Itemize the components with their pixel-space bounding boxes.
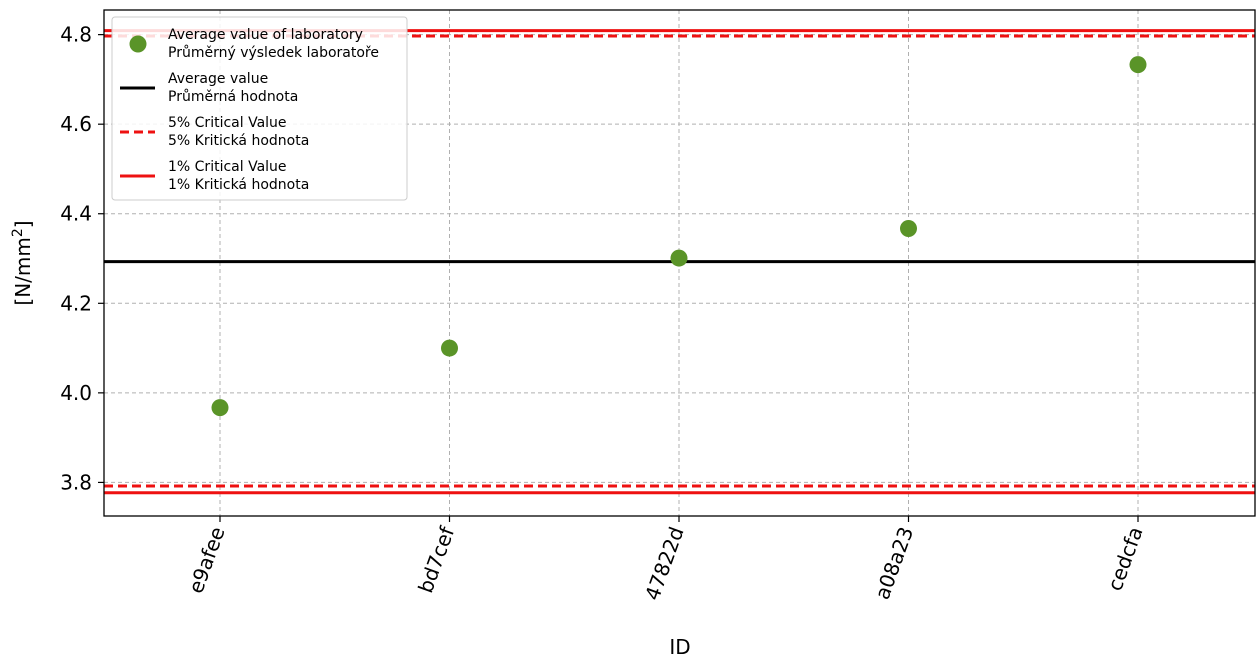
legend: Average value of laboratory Průměrný výsl… — [111, 16, 408, 201]
y-tick-label: 4.4 — [60, 202, 92, 226]
legend-label-en: 1% Critical Value — [168, 159, 287, 175]
data-point-e9afee — [211, 399, 229, 417]
legend-box — [111, 16, 408, 201]
legend-entry: 5% Critical Value 5% Kritická hodnota — [120, 115, 309, 149]
legend-label-cz: 1% Kritická hodnota — [168, 177, 309, 193]
legend-entry: Average value Průměrná hodnota — [120, 71, 298, 105]
x-tick-label: bd7cef — [413, 523, 459, 596]
legend-label-en: Average value of laboratory — [168, 27, 363, 43]
reference-lines — [104, 29, 1255, 495]
y-tick-label: 3.8 — [60, 470, 92, 494]
legend-marker-icon — [129, 35, 147, 53]
legend-entry: Average value of laboratory Průměrný výsl… — [129, 27, 379, 61]
data-point-47822d — [670, 249, 688, 267]
y-tick-label: 4.2 — [60, 291, 92, 315]
y-axis: 3.8 4.0 4.2 4.4 4.6 4.8 — [60, 23, 104, 494]
legend-label-en: 5% Critical Value — [168, 115, 287, 131]
data-point-bd7cef — [441, 339, 458, 357]
y-tick-label: 4.0 — [60, 381, 92, 405]
data-point-a08a23 — [900, 220, 917, 238]
y-tick-label: 4.6 — [60, 112, 92, 136]
x-axis: e9afee bd7cef 47822d a08a23 cedcfa — [184, 516, 1148, 603]
x-axis-label: ID — [669, 635, 690, 659]
data-points — [211, 56, 1147, 417]
x-tick-label: e9afee — [184, 524, 230, 597]
legend-label-cz: Průměrná hodnota — [168, 89, 298, 105]
y-axis-label: [N/mm2] — [10, 220, 35, 305]
legend-entry: 1% Critical Value 1% Kritická hodnota — [120, 159, 309, 193]
y-tick-label: 4.8 — [60, 23, 92, 47]
legend-label-cz: 5% Kritická hodnota — [168, 133, 309, 149]
x-tick-label: 47822d — [640, 524, 689, 604]
legend-label-en: Average value — [168, 71, 268, 87]
x-tick-label: cedcfa — [1102, 524, 1147, 595]
data-point-cedcfa — [1129, 56, 1147, 74]
legend-label-cz: Průměrný výsledek laboratoře — [168, 45, 379, 61]
x-tick-label: a08a23 — [870, 524, 918, 603]
